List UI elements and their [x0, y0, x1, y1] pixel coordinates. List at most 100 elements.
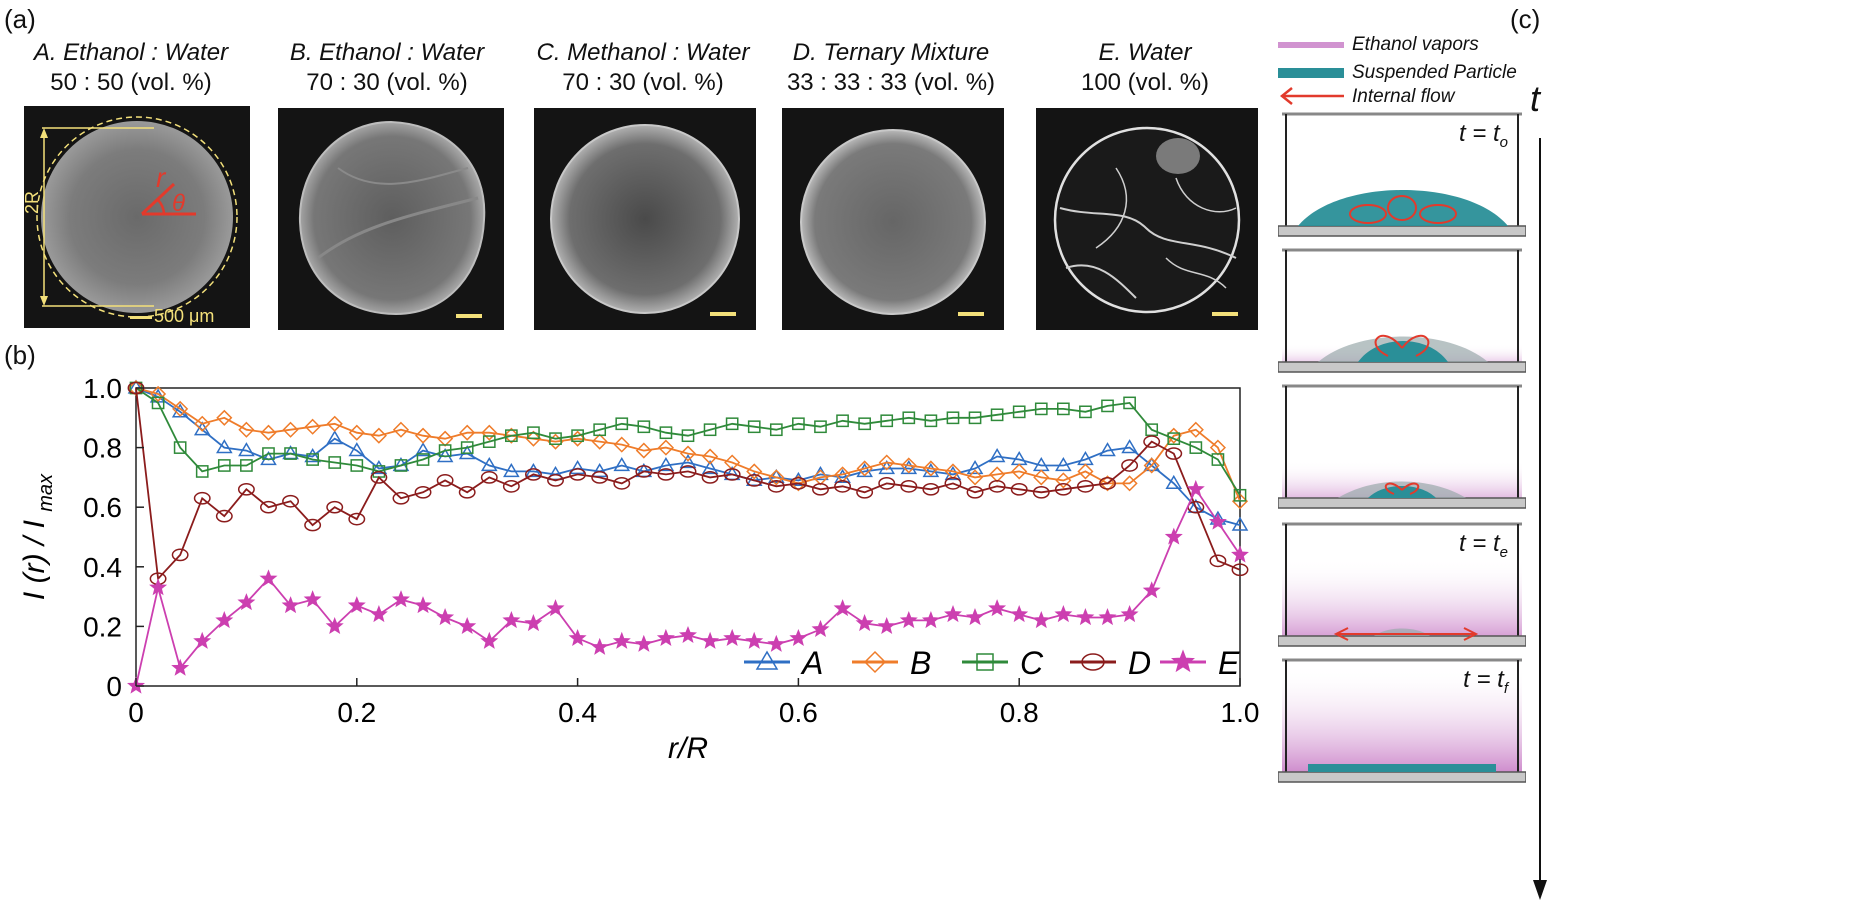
data-point [657, 457, 675, 472]
stage-time-label: t = to [1458, 120, 1508, 151]
data-point [436, 474, 454, 487]
data-point [814, 420, 827, 434]
data-point [725, 417, 739, 431]
data-point [856, 460, 873, 477]
data-point [1076, 479, 1094, 493]
data-point [1120, 605, 1139, 623]
series-line [135, 387, 1241, 581]
data-point [590, 637, 609, 655]
deposit-pattern-a [36, 116, 238, 318]
internal-flow-arrows [1374, 334, 1430, 357]
data-point [679, 454, 697, 469]
scale-bar [130, 316, 152, 319]
data-point [150, 385, 167, 403]
data-point [1143, 435, 1161, 448]
data-point [326, 430, 344, 445]
data-point [1012, 405, 1026, 419]
data-point [326, 500, 344, 514]
data-point [612, 631, 631, 649]
data-point [1186, 479, 1205, 497]
series-C [129, 381, 1247, 502]
data-point [568, 628, 587, 646]
data-point [1231, 545, 1249, 563]
deposit-pattern-b [298, 120, 486, 316]
data-point [392, 491, 410, 505]
micrograph-a: 2R r θ 500 μm [24, 106, 250, 328]
deposit-layer [1308, 764, 1496, 772]
data-point [238, 442, 255, 457]
scale-bar [710, 312, 736, 316]
y-tick-label: 0 [106, 671, 122, 702]
stage-time-label: t = te [1458, 530, 1508, 561]
data-point [1231, 516, 1249, 531]
data-point [503, 462, 520, 478]
micrograph-b [278, 108, 504, 330]
micrograph-title-a: A. Ethanol : Water 50 : 50 (vol. %) [33, 39, 229, 96]
data-point [438, 444, 452, 457]
data-point [194, 415, 211, 432]
time-arrow-icon [1533, 138, 1547, 900]
data-point [414, 427, 432, 444]
data-point [260, 500, 277, 514]
data-point [195, 465, 209, 478]
data-point [767, 479, 785, 493]
data-point [656, 628, 675, 646]
micrograph-title-c: C. Methanol : Water 70 : 30 (vol. %) [536, 39, 750, 96]
data-point [1055, 472, 1072, 489]
data-point [571, 429, 584, 443]
data-point [348, 512, 366, 526]
micrograph-d [782, 108, 1004, 330]
vapor-swatch [1278, 42, 1344, 48]
data-point [1101, 399, 1114, 413]
data-point [482, 435, 496, 448]
data-point [1033, 469, 1050, 486]
stage-1: t = to [1277, 108, 1527, 238]
data-point [505, 429, 518, 443]
data-point [547, 465, 564, 481]
data-point [1187, 421, 1204, 438]
micrograph-e [1036, 108, 1258, 330]
data-point [1032, 485, 1050, 499]
data-point [480, 471, 498, 484]
legend-label: A [800, 645, 823, 681]
data-point [789, 628, 808, 646]
data-point [1165, 474, 1183, 490]
data-point [944, 477, 962, 490]
angle-label: θ [172, 190, 186, 217]
data-point [789, 477, 807, 490]
data-point [921, 611, 940, 629]
data-point [968, 411, 982, 425]
data-point [659, 426, 673, 440]
series-line [135, 387, 1241, 496]
data-point [637, 420, 651, 434]
data-point [755, 650, 779, 670]
data-point [746, 463, 763, 480]
data-point [1142, 581, 1161, 599]
data-point [1099, 477, 1116, 490]
data-point [855, 614, 874, 632]
stage-5: t = tf [1277, 654, 1527, 784]
micrograph-title-d: D. Ternary Mixture 33 : 33 : 33 (vol. %) [786, 39, 996, 96]
data-point [836, 414, 849, 428]
data-point [193, 491, 211, 505]
data-point [1054, 482, 1072, 496]
micrograph-title-b: B. Ethanol : Water 70 : 30 (vol. %) [289, 39, 485, 96]
internal-flow-arrows [1349, 195, 1457, 224]
data-point [902, 411, 916, 425]
x-tick-label: 0.4 [558, 697, 597, 728]
data-point [262, 447, 275, 460]
data-point [216, 439, 233, 454]
data-point [747, 420, 761, 434]
axis-ticks: 0 0.2 0.4 0.6 0.8 1.0 0 0.2 0.4 0.6 0.8 1.0 [83, 376, 1259, 728]
data-point [172, 400, 189, 417]
panel-label-a: (a) [4, 4, 36, 34]
data-point [657, 468, 675, 481]
data-point [282, 421, 299, 438]
data-point [1081, 653, 1105, 671]
data-point [458, 617, 477, 634]
y-tick-label: 0.4 [83, 552, 122, 583]
data-point [215, 611, 234, 629]
data-point [1123, 396, 1136, 410]
data-point [768, 469, 785, 486]
data-point [460, 441, 474, 454]
